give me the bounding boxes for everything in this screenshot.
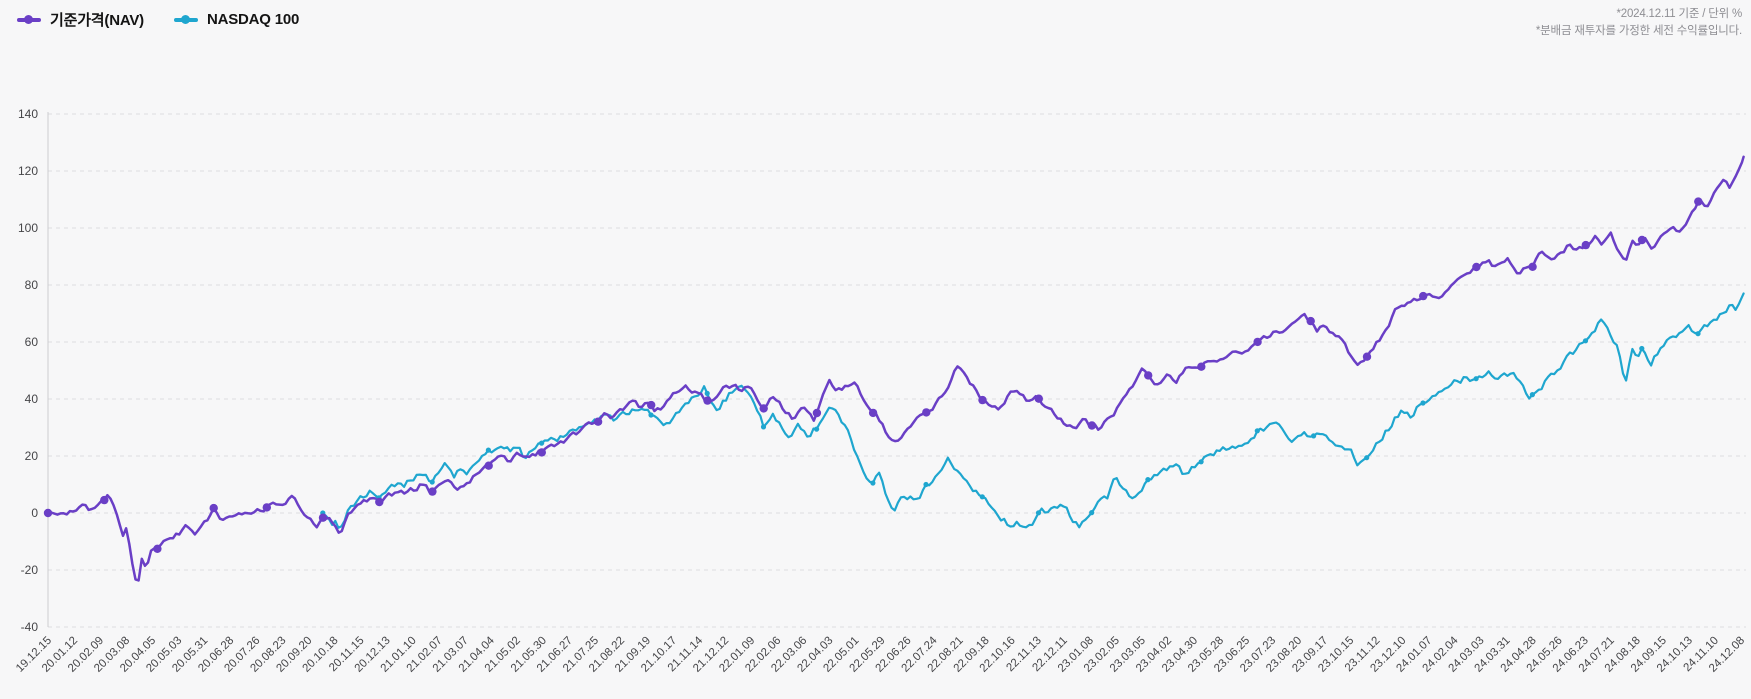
nav-data-point[interactable] [209, 503, 218, 513]
nav-data-point[interactable] [262, 503, 271, 512]
nasdaq-data-point[interactable] [979, 494, 985, 500]
nav-data-point[interactable] [1197, 362, 1206, 371]
nasdaq-data-point[interactable] [648, 412, 654, 418]
nav-data-point[interactable] [100, 495, 109, 505]
nav-data-point[interactable] [1306, 316, 1315, 326]
y-tick-label: 140 [18, 107, 38, 121]
y-tick-label: 80 [25, 278, 39, 292]
nasdaq-data-point[interactable] [1639, 345, 1645, 352]
nasdaq-data-point[interactable] [1420, 400, 1426, 406]
nasdaq-data-point[interactable] [760, 424, 767, 430]
nasdaq-line-dot-icon [173, 14, 198, 25]
y-tick-label: -20 [21, 563, 39, 577]
annotation-basis-date: *2024.12.11 기준 / 단위 % [1616, 8, 1743, 20]
nasdaq-data-point[interactable] [1529, 392, 1535, 398]
nav-data-point[interactable] [375, 497, 384, 507]
nav-data-point[interactable] [537, 448, 546, 457]
nav-data-point[interactable] [43, 508, 53, 518]
y-tick-label: 60 [25, 335, 39, 349]
nasdaq-data-point[interactable] [1198, 459, 1204, 465]
nav-data-point[interactable] [1694, 197, 1703, 206]
nasdaq-data-point[interactable] [1254, 428, 1260, 434]
nav-data-point[interactable] [922, 408, 931, 417]
nav-data-point[interactable] [1581, 240, 1591, 250]
nav-data-point[interactable] [978, 395, 987, 405]
nav-data-point[interactable] [318, 513, 328, 522]
nav-data-point[interactable] [153, 544, 162, 553]
nav-data-point[interactable] [1144, 371, 1153, 380]
nav-data-point[interactable] [647, 400, 656, 410]
legend-label-nasdaq100: NASDAQ 100 [206, 11, 300, 28]
nav-data-point[interactable] [868, 408, 878, 418]
y-tick-label: 0 [31, 506, 38, 520]
nasdaq-data-point[interactable] [704, 390, 710, 396]
annotation-disclaimer: *분배금 재투자를 가정한 세전 수익률입니다. [1535, 25, 1742, 38]
nasdaq-series-line[interactable] [321, 292, 1745, 529]
nav-series-line[interactable] [46, 155, 1745, 582]
nasdaq-data-point[interactable] [429, 479, 435, 485]
legend-label-nav: 기준가격(NAV) [50, 12, 144, 29]
nav-data-point[interactable] [1419, 291, 1428, 301]
nasdaq-data-point[interactable] [1473, 376, 1479, 382]
nasdaq-data-point[interactable] [1035, 510, 1042, 516]
y-tick-label: 100 [18, 221, 38, 235]
nasdaq-data-point[interactable] [539, 440, 545, 446]
nav-data-point[interactable] [759, 404, 768, 413]
nav-data-point[interactable] [703, 396, 712, 405]
nav-line-dot-icon [17, 14, 41, 25]
chart-legend: 기준가격(NAV) NASDAQ 100 [17, 9, 299, 30]
nav-data-point[interactable] [1362, 352, 1372, 361]
nasdaq-data-point[interactable] [1089, 509, 1095, 516]
nasdaq-data-point[interactable] [814, 426, 820, 432]
nav-data-point[interactable] [1637, 235, 1647, 245]
nav-data-point[interactable] [428, 487, 437, 496]
nasdaq-data-point[interactable] [485, 447, 491, 453]
nasdaq-data-point[interactable] [1364, 455, 1370, 461]
nasdaq-data-point[interactable] [1311, 433, 1317, 439]
y-tick-label: -40 [21, 620, 39, 634]
nav-data-point[interactable] [1087, 421, 1097, 430]
nasdaq-data-point[interactable] [1145, 477, 1151, 483]
legend-item-nasdaq100[interactable]: NASDAQ 100 [173, 11, 300, 28]
nav-data-point[interactable] [1528, 262, 1537, 271]
y-tick-label: 120 [18, 164, 38, 178]
chart-annotations: *2024.12.11 기준 / 단위 % *분배금 재투자를 가정한 세전 수… [1536, 6, 1742, 41]
nav-data-point[interactable] [484, 461, 493, 470]
nasdaq-data-point[interactable] [1582, 338, 1589, 344]
y-tick-label: 40 [25, 392, 39, 406]
nasdaq-data-point[interactable] [1695, 331, 1701, 337]
nasdaq-data-point[interactable] [923, 481, 929, 488]
nav-data-point[interactable] [1472, 262, 1481, 272]
nav-data-point[interactable] [812, 408, 822, 418]
nav-data-point[interactable] [1253, 337, 1262, 347]
nasdaq-data-point[interactable] [870, 480, 876, 486]
nav-data-point[interactable] [1034, 394, 1044, 403]
nav-data-point[interactable] [593, 417, 603, 426]
legend-item-nav[interactable]: 기준가격(NAV) [17, 9, 144, 30]
y-tick-label: 20 [25, 449, 39, 463]
